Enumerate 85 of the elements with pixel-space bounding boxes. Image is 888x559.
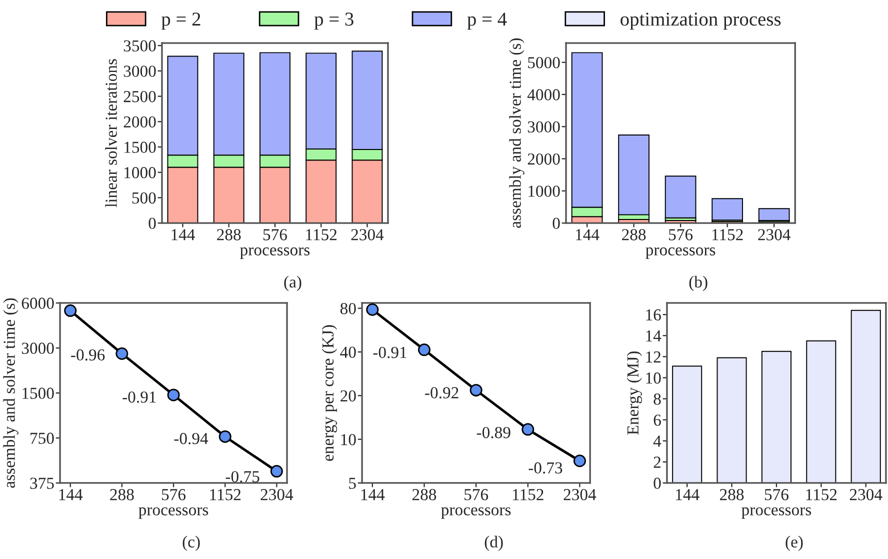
annotation: -0.73 [528,462,562,474]
y-tick-label: 16 [646,309,661,321]
annotation: -0.92 [425,387,458,398]
x-tick-label: 144 [172,229,195,240]
y-tick-label: 1500 [124,142,156,153]
x-tick-label: 576 [669,229,693,240]
y-tick-label: 1000 [124,167,156,178]
x-tick-label: 288 [110,489,134,500]
y-tick-label: 2000 [528,153,560,165]
x-axis-title: processors [240,247,310,259]
x-tick-label: 2304 [850,489,882,500]
y-tick-label: 5 [349,478,356,489]
y-tick-label: 6000 [22,298,54,309]
y-tick-label: 20 [340,390,356,402]
x-tick-label: 576 [162,489,186,500]
y-tick-label: 3000 [22,342,54,354]
x-tick-label: 288 [622,229,646,240]
y-tick-label: 1500 [22,388,54,399]
y-tick-label: 3000 [124,66,156,77]
y-tick-label: 40 [340,346,356,358]
y-tick-label: 8 [654,393,661,405]
x-axis-title: processors [646,247,716,259]
x-axis-title: processors [138,507,208,519]
y-tick-label: 0 [148,218,156,229]
annotation: -0.94 [174,432,208,444]
x-tick-label: 2304 [260,489,294,500]
annotation: -0.91 [122,391,156,403]
x-tick-label: 1152 [712,229,743,240]
annotation: -0.91 [373,346,406,358]
y-axis-title: Energy (MJ) [626,352,642,435]
x-tick-label: 1152 [210,489,241,500]
x-tick-label: 1152 [306,229,337,240]
y-tick-label: 4000 [527,89,560,100]
y-tick-label: 3500 [124,40,156,52]
y-tick-label: 2500 [124,90,156,102]
y-tick-label: 80 [340,302,356,314]
legend-label: p = 2 [161,12,200,30]
x-tick-label: 144 [676,489,700,500]
y-tick-label: 3000 [528,121,560,133]
x-tick-label: 2304 [564,489,596,500]
x-tick-label: 288 [412,489,436,500]
y-tick-label: 1000 [528,186,560,197]
y-tick-label: 500 [132,192,156,204]
y-tick-label: 0 [654,478,661,489]
legend-label: p = 3 [314,12,354,30]
x-axis-title: processors [742,507,812,519]
y-axis-title: linear solver iterations [105,59,117,208]
x-axis-title: processors [441,507,511,519]
x-tick-label: 288 [720,489,744,500]
x-tick-label: 2304 [758,229,790,240]
x-tick-label: 288 [217,229,241,240]
x-tick-label: 576 [263,229,287,240]
x-tick-label: 1152 [512,489,544,500]
y-tick-label: 14 [646,330,662,342]
y-tick-label: 4 [653,436,662,447]
x-tick-label: 2304 [351,229,384,240]
y-tick-label: 375 [30,478,54,489]
annotation: -0.89 [476,426,510,438]
y-tick-label: 12 [646,351,660,362]
legend-label: p = 4 [467,12,507,30]
y-tick-label: 2000 [124,116,156,128]
text: (c) [182,536,200,551]
y-axis-title: energy per core (KJ) [322,325,338,461]
y-tick-label: 10 [646,372,661,384]
annotation: -0.75 [226,471,260,482]
x-tick-label: 1152 [806,489,837,500]
y-tick-label: 5000 [528,57,560,68]
y-tick-label: 6 [654,414,661,426]
text: (b) [689,276,708,291]
x-tick-label: 144 [59,489,83,500]
y-axis-title: assembly and solver time (s) [3,298,18,488]
y-axis-title: assembly and solver time (s) [509,38,524,228]
x-tick-label: 576 [764,489,788,500]
text: (a) [284,276,302,291]
text: (d) [484,536,503,551]
y-tick-label: 10 [341,434,356,446]
x-tick-label: 144 [361,489,385,500]
text: (e) [786,536,803,551]
y-tick-label: 0 [552,218,560,229]
annotation: -0.96 [71,349,105,361]
text: optimization process [620,12,781,30]
y-tick-label: 750 [30,432,54,444]
x-tick-label: 576 [464,489,488,500]
x-tick-label: 144 [576,229,600,240]
y-tick-label: 2 [654,456,660,468]
